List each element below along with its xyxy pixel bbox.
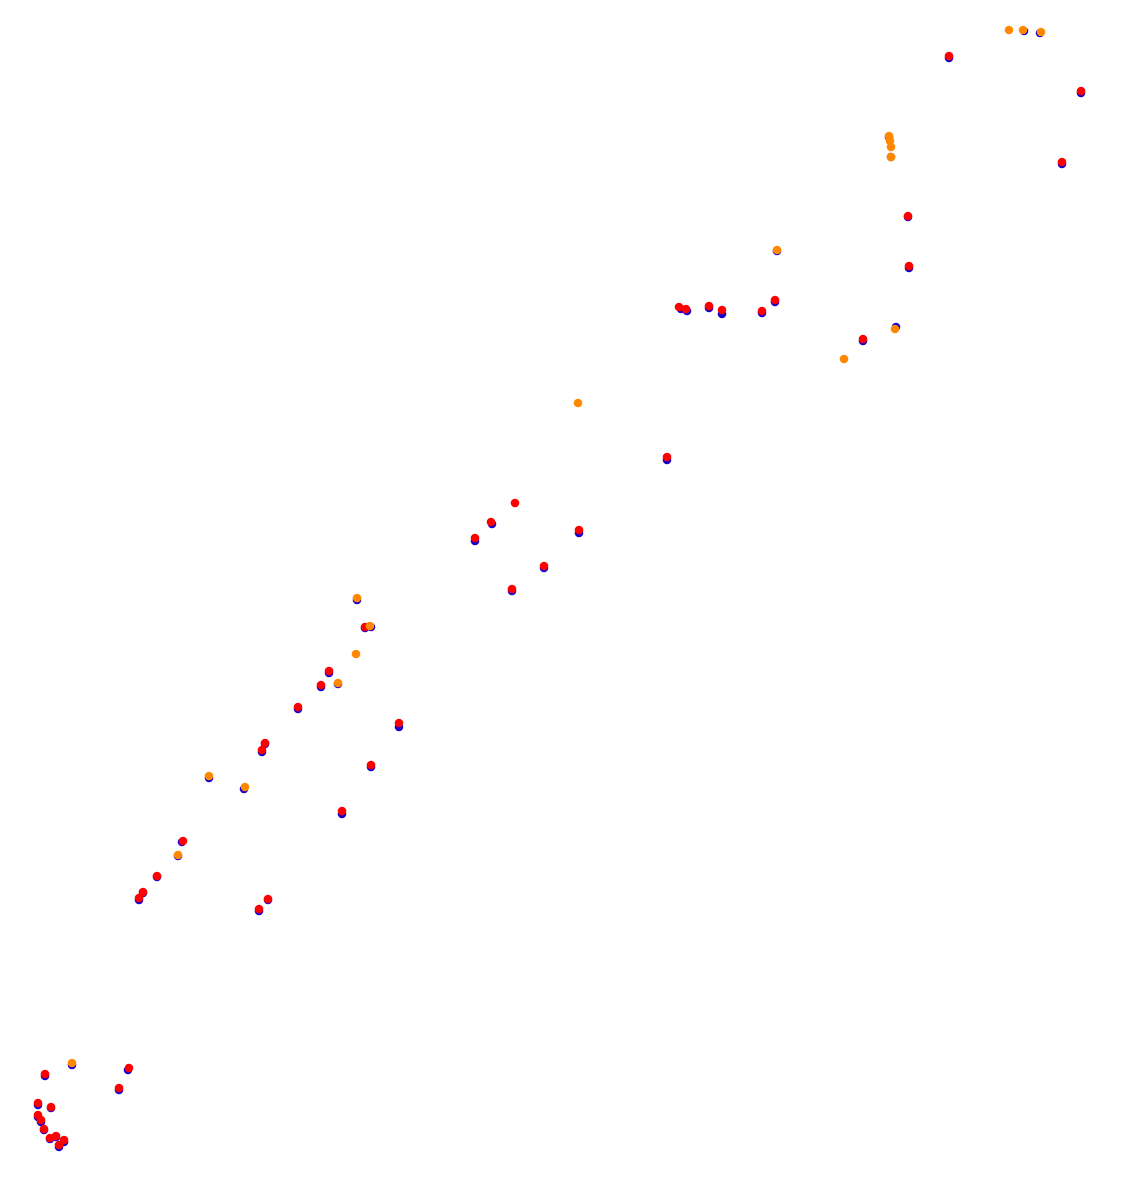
data-point	[152, 871, 162, 881]
data-point	[240, 782, 250, 792]
data-point	[293, 702, 303, 712]
data-point	[254, 904, 264, 914]
data-point	[770, 295, 780, 305]
data-point	[337, 806, 347, 816]
data-point	[886, 152, 896, 162]
data-point	[114, 1083, 124, 1093]
data-point	[507, 584, 517, 594]
data-point	[1018, 25, 1028, 35]
data-point	[1057, 157, 1067, 167]
series-1	[33, 51, 1086, 1150]
data-point	[394, 718, 404, 728]
data-point	[124, 1063, 134, 1073]
data-point	[944, 51, 954, 61]
series-2	[67, 25, 1046, 1068]
data-point	[204, 771, 214, 781]
data-point	[333, 678, 343, 688]
data-point	[366, 760, 376, 770]
data-point	[539, 561, 549, 571]
data-point	[858, 334, 868, 344]
data-point	[46, 1102, 56, 1112]
data-point	[257, 745, 267, 755]
data-point	[365, 621, 375, 631]
data-point	[681, 304, 691, 314]
data-point	[772, 245, 782, 255]
data-point	[839, 354, 849, 364]
data-points	[33, 25, 1086, 1152]
data-point	[178, 836, 188, 846]
data-point	[67, 1058, 77, 1068]
series-0	[33, 26, 1086, 1152]
data-point	[36, 1115, 46, 1125]
data-point	[51, 1131, 61, 1141]
data-point	[40, 1069, 50, 1079]
data-point	[1004, 25, 1014, 35]
data-point	[904, 261, 914, 271]
data-point	[890, 324, 900, 334]
data-point	[260, 738, 270, 748]
data-point	[352, 593, 362, 603]
data-point	[173, 850, 183, 860]
data-point	[1036, 27, 1046, 37]
data-point	[263, 894, 273, 904]
data-point	[662, 452, 672, 462]
data-point	[510, 498, 520, 508]
data-point	[886, 142, 896, 152]
data-point	[704, 301, 714, 311]
data-point	[351, 649, 361, 659]
data-point	[717, 305, 727, 315]
data-point	[470, 533, 480, 543]
data-point	[324, 666, 334, 676]
data-point	[39, 1124, 49, 1134]
data-point	[33, 1098, 43, 1108]
data-point	[316, 680, 326, 690]
data-point	[574, 525, 584, 535]
data-point	[674, 302, 684, 312]
data-point	[573, 398, 583, 408]
data-point	[134, 893, 144, 903]
data-point	[54, 1140, 64, 1150]
data-point	[903, 211, 913, 221]
data-point	[757, 306, 767, 316]
data-point	[486, 517, 496, 527]
data-point	[1076, 86, 1086, 96]
